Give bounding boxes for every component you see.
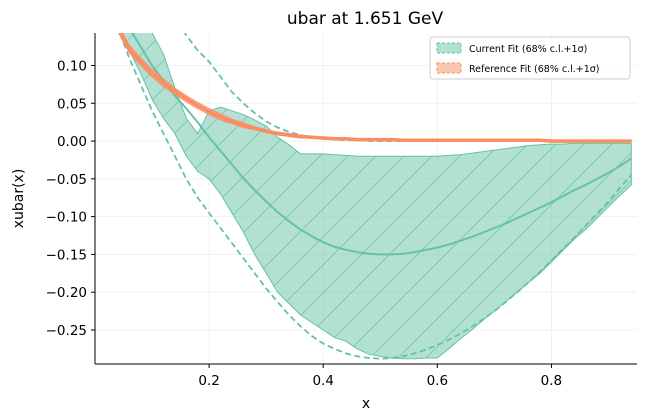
x-tick-label: 0.6: [427, 373, 448, 389]
current-fit-central-line: [131, 33, 632, 256]
legend-swatch-reference-fit: [436, 62, 462, 74]
chart-title: ubar at 1.651 GeV: [287, 9, 444, 29]
y-axis-label: xubar(x): [11, 169, 27, 229]
y-tick-label: 0.00: [57, 134, 87, 150]
y-tick-label: −0.15: [46, 247, 87, 263]
x-ticks: 0.2 0.4 0.6 0.8: [198, 364, 562, 389]
y-tick-label: 0.05: [57, 96, 87, 112]
legend: Current Fit (68% c.l.+1σ) Reference Fit …: [429, 36, 631, 80]
x-axis-label: x: [362, 396, 370, 412]
plot-area: [118, 33, 632, 360]
legend-frame: [429, 36, 631, 80]
x-tick-label: 0.2: [198, 373, 219, 389]
x-tick-label: 0.8: [541, 373, 562, 389]
y-tick-label: −0.25: [46, 323, 87, 339]
current-fit-band-hatch: [122, 33, 632, 359]
current-fit-outer-lower-line: [118, 33, 632, 360]
y-tick-label: −0.10: [46, 210, 87, 226]
y-tick-label: 0.10: [57, 58, 87, 74]
y-ticks: 0.10 0.05 0.00 −0.05 −0.10 −0.15 −0.20 −0.25: [46, 58, 95, 339]
reference-fit-central-line: [118, 33, 632, 143]
x-tick-label: 0.4: [312, 373, 333, 389]
legend-swatch-current-fit: [436, 42, 462, 54]
y-tick-label: −0.05: [46, 172, 87, 188]
legend-label-reference-fit: Reference Fit (68% c.l.+1σ): [469, 64, 600, 75]
y-tick-label: −0.20: [46, 285, 87, 301]
legend-label-current-fit: Current Fit (68% c.l.+1σ): [469, 44, 587, 55]
